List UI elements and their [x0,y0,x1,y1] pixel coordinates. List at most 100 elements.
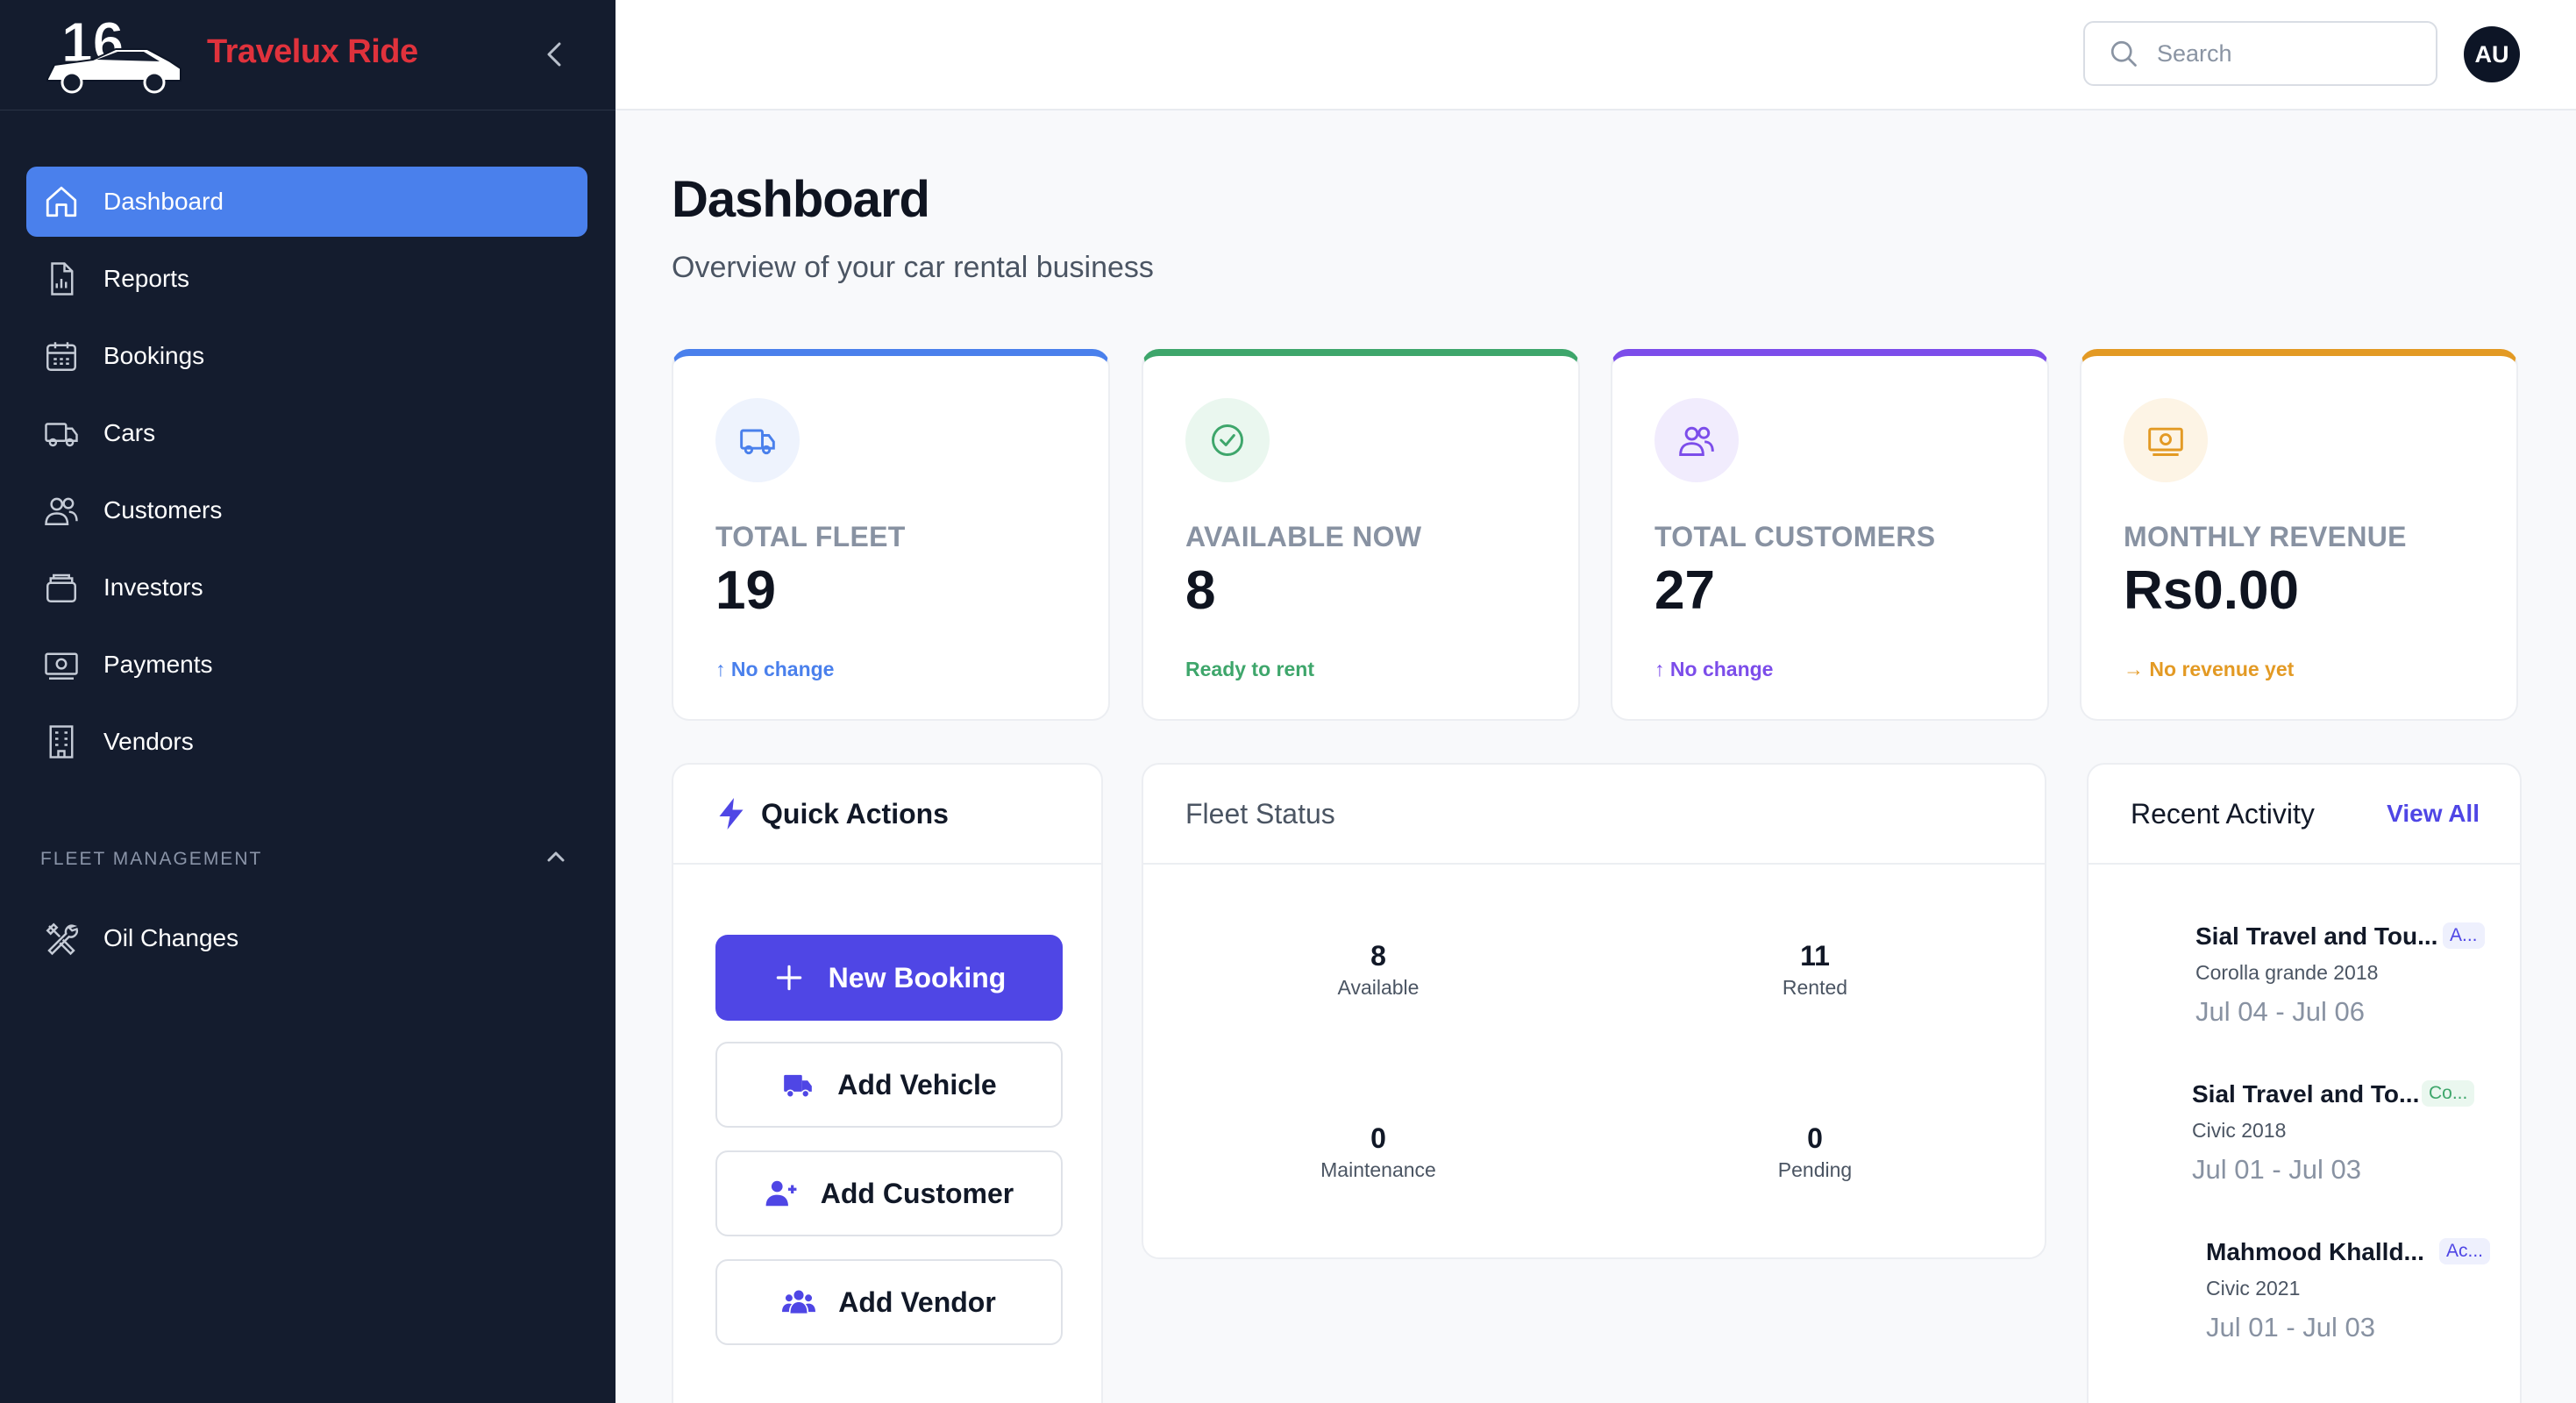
search-icon [2110,40,2137,67]
home-icon [42,182,81,221]
sidebar-item-label: Oil Changes [103,924,239,951]
fleet-status-value: 8 [1370,940,1386,972]
investors-icon [42,568,81,607]
fleet-status-label: Pending [1777,1158,1853,1181]
stat-note: ↑ No change [1654,658,1774,680]
sidebar-item-dashboard[interactable]: Dashboard [26,167,587,237]
stat-value: 8 [1185,560,1216,621]
sidebar-header: 16 Travelux Ride [0,0,616,110]
stat-value: 19 [715,560,776,621]
activity-customer-name: Mahmood Khalld... [2206,1238,2424,1265]
activity-item[interactable]: Mahmood Khalld... Ac... Civic 2021 Jul 0… [2089,1238,2520,1378]
collapse-sidebar-icon[interactable] [537,35,572,74]
sidebar-item-label: Vendors [103,728,194,755]
activity-item[interactable]: Sial Travel and Tou... A... Corolla gran… [2089,922,2520,1063]
fleet-status-value: 0 [1807,1122,1823,1154]
check-circle-icon [1185,398,1270,482]
sidebar-nav: Dashboard Reports Bookings Cars Customer… [26,167,587,784]
stat-label: TOTAL CUSTOMERS [1654,521,1936,552]
fleet-status-label: Maintenance [1320,1158,1436,1181]
recent-activity-panel: Recent Activity View All Sial Travel and… [2087,763,2522,1403]
sidebar-item-label: Cars [103,419,156,446]
fleet-management-section-label: FLEET MANAGEMENT [40,849,263,869]
panel-title: Quick Actions [761,797,949,830]
search-box[interactable] [2083,21,2437,86]
report-icon [42,260,81,298]
status-badge: Ac... [2439,1238,2491,1264]
add-customer-button[interactable]: Add Customer [715,1150,1063,1236]
user-avatar[interactable]: AU [2464,26,2520,82]
fleet-status-available: 8 Available [1247,940,1510,1000]
truck-icon [784,1074,813,1099]
activity-car: Corolla grande 2018 [2195,961,2379,984]
activity-car: Civic 2018 [2192,1119,2287,1142]
stat-value: Rs0.00 [2124,560,2299,621]
building-icon [42,723,81,761]
stat-card-total-fleet: TOTAL FLEET 19 ↑ No change [672,349,1110,721]
status-badge: Co... [2422,1080,2475,1107]
view-all-link[interactable]: View All [2387,800,2480,827]
lightning-icon [719,798,744,830]
stat-card-available-now: AVAILABLE NOW 8 Ready to rent [1142,349,1580,721]
button-label: Add Vehicle [837,1068,997,1100]
truck-icon [715,398,800,482]
fleet-status-header: Fleet Status [1143,765,2045,865]
plus-icon [776,965,801,991]
activity-customer-name: Sial Travel and To... [2192,1080,2420,1107]
search-input[interactable] [2157,39,2402,68]
sidebar-item-label: Customers [103,496,223,523]
fleet-management-nav: Oil Changes [26,903,587,980]
users-icon [42,491,81,530]
sidebar-item-oil-changes[interactable]: Oil Changes [26,903,587,973]
fleet-status-rented: 11 Rented [1683,940,1946,1000]
page-title: Dashboard [672,171,930,228]
calendar-icon [42,337,81,375]
fleet-status-maintenance: 0 Maintenance [1247,1122,1510,1182]
button-label: Add Vendor [838,1285,996,1318]
sidebar-item-label: Investors [103,573,203,601]
money-icon [42,645,81,684]
stat-card-total-customers: TOTAL CUSTOMERS 27 ↑ No change [1611,349,2049,721]
button-label: New Booking [828,961,1007,993]
activity-customer-name: Sial Travel and Tou... [2195,922,2438,950]
stat-note: ↑ No change [715,658,835,680]
activity-item[interactable]: Sial Travel and To... Co... Civic 2018 J… [2089,1080,2520,1221]
truck-icon [42,414,81,452]
sidebar-item-payments[interactable]: Payments [26,630,587,700]
sidebar-item-customers[interactable]: Customers [26,475,587,545]
sidebar-item-cars[interactable]: Cars [26,398,587,468]
add-vehicle-button[interactable]: Add Vehicle [715,1042,1063,1128]
stat-label: TOTAL FLEET [715,521,906,552]
sidebar-item-reports[interactable]: Reports [26,244,587,314]
stat-value: 27 [1654,560,1715,621]
recent-activity-header: Recent Activity View All [2089,765,2520,865]
activity-dates: Jul 01 - Jul 03 [2192,1154,2361,1185]
sidebar-item-label: Bookings [103,342,205,369]
users-icon [782,1290,816,1314]
quick-actions-panel: Quick Actions New Booking Add Vehicle Ad… [672,763,1103,1403]
button-label: Add Customer [820,1177,1014,1209]
chevron-up-icon[interactable] [540,844,572,870]
sidebar-item-label: Payments [103,651,213,678]
fleet-status-label: Available [1337,976,1420,999]
sidebar-item-investors[interactable]: Investors [26,552,587,623]
sidebar-item-vendors[interactable]: Vendors [26,707,587,777]
brand-name: Travelux Ride [207,33,418,70]
sidebar-item-bookings[interactable]: Bookings [26,321,587,391]
stat-label: MONTHLY REVENUE [2124,521,2407,552]
quick-actions-header: Quick Actions [673,765,1101,865]
sidebar-item-label: Dashboard [103,188,224,215]
logo-car-icon: 16 [46,11,181,94]
stat-note: → No revenue yet [2124,658,2295,680]
top-bar: AU [616,0,2576,110]
sidebar: 16 Travelux Ride Dashboard Reports [0,0,616,1403]
fleet-status-label: Rented [1782,976,1848,999]
new-booking-button[interactable]: New Booking [715,935,1063,1021]
fleet-status-panel: Fleet Status 8 Available 11 Rented 0 Mai… [1142,763,2046,1259]
status-badge: A... [2443,922,2485,949]
stat-note: Ready to rent [1185,658,1314,680]
add-vendor-button[interactable]: Add Vendor [715,1259,1063,1345]
activity-dates: Jul 04 - Jul 06 [2195,996,2365,1027]
fleet-status-value: 0 [1370,1122,1386,1154]
fleet-status-value: 11 [1800,940,1830,972]
